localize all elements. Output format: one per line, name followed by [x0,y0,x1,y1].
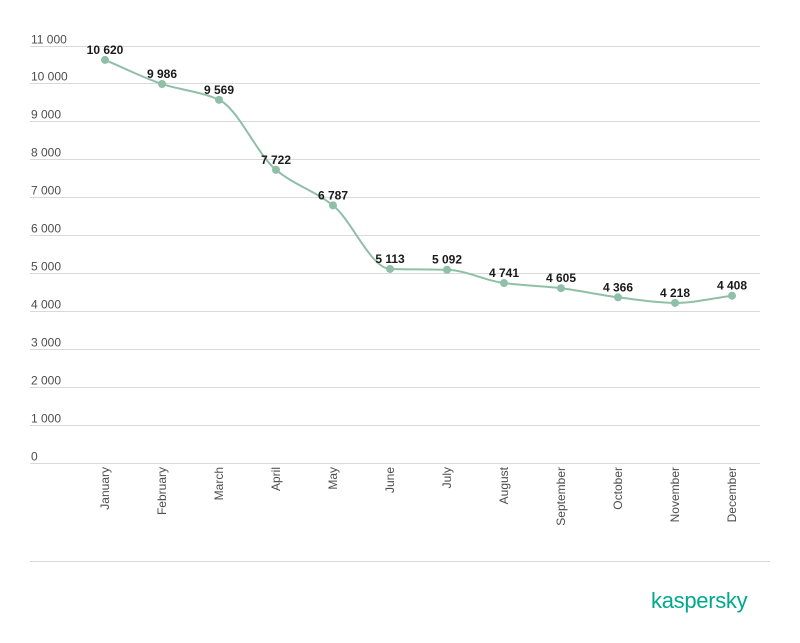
x-axis-ticks: January February March April May June July Augu… [98,466,739,525]
x-tick-label: April [269,467,283,491]
data-point [671,298,679,307]
x-tick-label: September [554,467,568,526]
data-label: 4 741 [489,266,519,280]
data-label: 7 722 [261,153,291,167]
data-label: 5 113 [375,252,405,266]
x-tick-label: December [725,467,739,522]
data-label: 6 787 [318,188,348,202]
x-tick-label: July [440,467,454,488]
x-tick-label: June [383,467,397,493]
y-tick-label: 10 000 [31,70,68,84]
y-tick-label: 9 000 [31,108,61,122]
data-point [557,284,565,293]
kaspersky-logo: kaspersky [651,588,748,613]
series-line-group [104,59,733,304]
series-line [104,59,733,304]
data-points [101,55,736,307]
data-point [329,201,337,210]
x-tick-label: October [611,467,625,510]
x-tick-label: February [155,467,169,515]
data-label: 10 620 [87,43,124,57]
x-tick-label: May [326,467,340,490]
data-point [386,264,394,273]
y-tick-label: 3 000 [31,336,61,350]
data-label: 5 092 [432,253,462,267]
y-tick-label: 8 000 [31,146,61,160]
y-tick-label: 1 000 [31,412,61,426]
y-tick-label: 6 000 [31,222,61,236]
y-tick-label: 2 000 [31,374,61,388]
y-tick-label: 11 000 [31,33,67,47]
x-tick-label: January [98,467,112,510]
y-tick-label: 4 000 [31,298,61,312]
data-label: 9 569 [204,83,234,97]
x-tick-label: August [497,466,511,504]
x-tick-label: November [668,467,682,522]
data-point [614,293,622,302]
gridlines [30,46,760,464]
y-axis-ticks: 0 1 000 2 000 3 000 4 000 5 000 6 000 7 000 8 00… [31,33,68,464]
data-point [158,79,166,88]
data-label: 4 408 [717,279,747,293]
y-tick-label: 5 000 [31,260,61,274]
data-label: 4 366 [603,280,633,294]
data-label: 4 218 [660,286,690,300]
y-tick-label: 7 000 [31,184,61,198]
data-point [443,265,451,274]
y-tick-label: 0 [31,450,38,464]
x-tick-label: March [212,467,226,500]
data-point [101,55,109,64]
data-label: 9 986 [147,67,177,81]
data-labels: 10 620 9 986 9 569 7 722 6 787 5 113 5 092 4 74… [87,43,748,300]
data-point [728,291,736,300]
data-point [500,279,508,288]
data-label: 4 605 [546,271,576,285]
data-point [215,95,223,104]
data-point [272,165,280,174]
